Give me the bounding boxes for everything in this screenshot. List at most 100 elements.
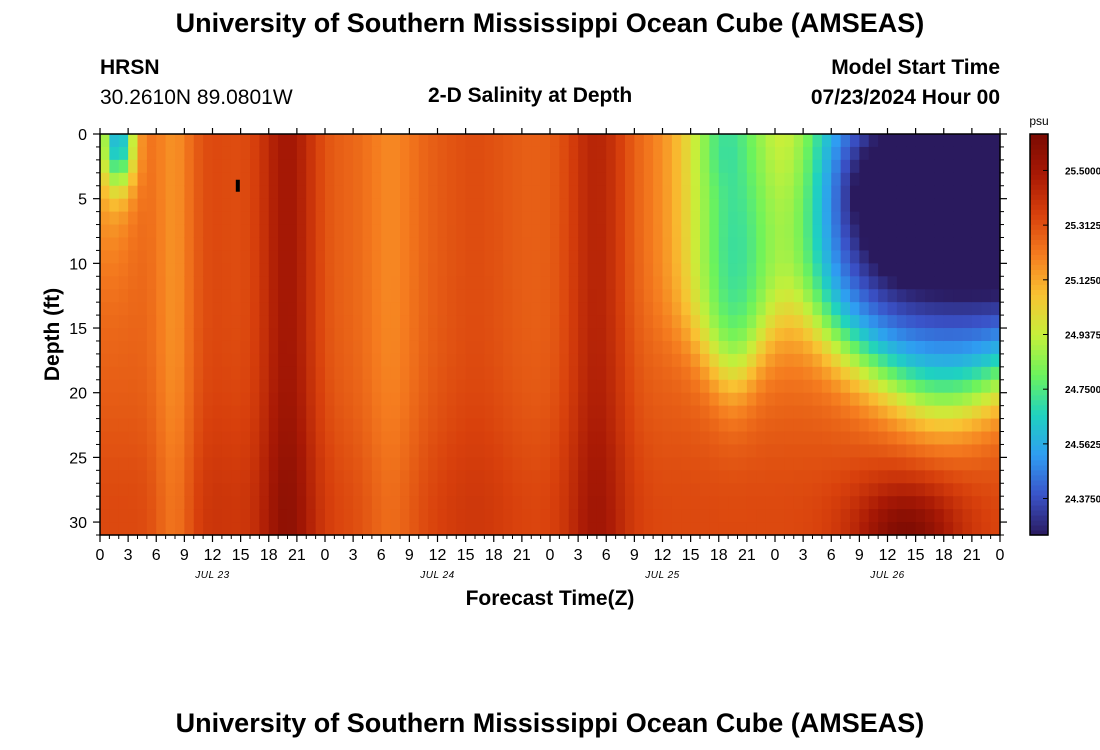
heatmap-cell (896, 340, 907, 355)
heatmap-cell (559, 418, 570, 433)
heatmap-cell (643, 392, 654, 407)
heatmap-cell (990, 159, 1001, 174)
heatmap-cell (690, 224, 701, 239)
heatmap-cell (343, 483, 354, 497)
heatmap-cell (643, 353, 654, 368)
heatmap-cell (803, 418, 814, 433)
heatmap-cell (971, 366, 982, 381)
heatmap-cell (784, 276, 795, 290)
heatmap-cell (868, 263, 879, 277)
heatmap-cell (943, 522, 954, 536)
heatmap-cell (615, 405, 626, 420)
heatmap-cell (943, 134, 954, 148)
heatmap-cell (221, 366, 232, 381)
heatmap-cell (943, 353, 954, 368)
heatmap-cell (662, 444, 673, 458)
heatmap-cell (709, 496, 720, 510)
heatmap-cell (784, 509, 795, 523)
heatmap-cell (962, 522, 973, 536)
heatmap-cell (446, 315, 457, 329)
heatmap-cell (287, 250, 298, 264)
heatmap-cell (878, 276, 889, 290)
heatmap-cell (306, 328, 317, 342)
colorbar-segment (1030, 154, 1048, 160)
heatmap-cell (390, 340, 401, 355)
heatmap-cell (803, 431, 814, 446)
heatmap-cell (165, 237, 176, 252)
heatmap-cell (306, 431, 317, 446)
colorbar-tick-label: 24.9375 (1065, 331, 1100, 342)
heatmap-cell (812, 263, 823, 277)
heatmap-cell (146, 509, 157, 523)
heatmap-cell (728, 315, 739, 329)
heatmap-cell (803, 366, 814, 381)
heatmap-cell (962, 159, 973, 174)
heatmap-cell (765, 470, 776, 484)
heatmap-cell (878, 509, 889, 523)
heatmap-cell (446, 444, 457, 458)
heatmap-cell (840, 340, 851, 355)
heatmap-cell (671, 353, 682, 368)
heatmap-cell (718, 340, 729, 355)
heatmap-cell (793, 276, 804, 290)
heatmap-cell (812, 134, 823, 148)
heatmap-cell (287, 146, 298, 161)
heatmap-cell (971, 211, 982, 226)
heatmap-cell (746, 289, 757, 303)
heatmap-cell (896, 366, 907, 381)
heatmap-cell (943, 237, 954, 252)
heatmap-cell (203, 328, 214, 342)
heatmap-cell (559, 172, 570, 187)
heatmap-cell (100, 302, 110, 316)
heatmap-cell (550, 224, 560, 239)
heatmap-cell (390, 418, 401, 433)
heatmap-cell (831, 315, 842, 329)
heatmap-cell (868, 340, 879, 355)
heatmap-cell (784, 470, 795, 484)
heatmap-cell (943, 302, 954, 316)
heatmap-cell (390, 315, 401, 329)
heatmap-cell (250, 328, 260, 342)
heatmap-cell (915, 159, 926, 174)
heatmap-cell (756, 237, 767, 252)
heatmap-cell (400, 302, 410, 316)
heatmap-cell (559, 198, 570, 213)
heatmap-cell (531, 457, 542, 471)
heatmap-cell (409, 457, 420, 471)
heatmap-cell (503, 276, 514, 290)
colorbar-segment (1030, 274, 1048, 280)
heatmap-cell (484, 159, 495, 174)
heatmap-cell (184, 470, 195, 484)
heatmap-cell (550, 185, 560, 200)
heatmap-cell (737, 315, 748, 329)
heatmap-cell (212, 328, 223, 342)
heatmap-cell (681, 496, 692, 510)
heatmap-cell (287, 483, 298, 497)
heatmap-cell (278, 289, 289, 303)
heatmap-cell (512, 198, 523, 213)
heatmap-cell (400, 159, 410, 174)
heatmap-cell (746, 328, 757, 342)
heatmap-cell (175, 405, 185, 420)
heatmap-cell (681, 237, 692, 252)
heatmap-cell (934, 379, 945, 394)
heatmap-cell (643, 237, 654, 252)
heatmap-cell (381, 379, 392, 394)
heatmap-cell (615, 237, 626, 252)
heatmap-cell (559, 224, 570, 239)
heatmap-cell (278, 483, 289, 497)
heatmap-cell (278, 444, 289, 458)
heatmap-cell (409, 366, 420, 381)
heatmap-cell (596, 237, 607, 252)
heatmap-cell (840, 263, 851, 277)
heatmap-cell (259, 146, 270, 161)
heatmap-cell (559, 470, 570, 484)
heatmap-cell (475, 405, 485, 420)
heatmap-cell (325, 379, 335, 394)
heatmap-cell (728, 353, 739, 368)
heatmap-cell (250, 237, 260, 252)
heatmap-cell (400, 379, 410, 394)
heatmap-cell (193, 159, 204, 174)
heatmap-cell (962, 276, 973, 290)
heatmap-cell (118, 328, 129, 342)
